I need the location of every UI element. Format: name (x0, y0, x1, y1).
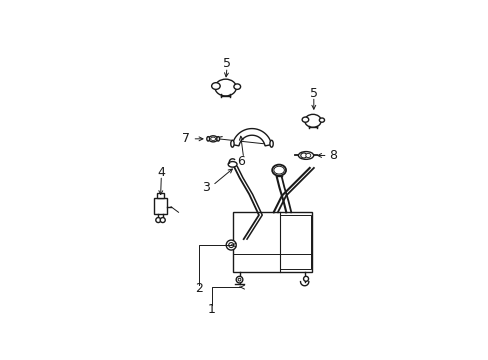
Ellipse shape (228, 162, 237, 167)
Text: 6: 6 (237, 154, 244, 167)
Ellipse shape (302, 117, 308, 122)
Ellipse shape (269, 140, 273, 147)
Ellipse shape (300, 153, 306, 158)
Polygon shape (232, 129, 271, 146)
Ellipse shape (206, 136, 209, 141)
Circle shape (226, 240, 236, 250)
Circle shape (160, 217, 165, 222)
Ellipse shape (230, 140, 234, 147)
Text: 5: 5 (223, 58, 230, 71)
Ellipse shape (319, 118, 324, 122)
Ellipse shape (216, 136, 219, 141)
Ellipse shape (233, 84, 240, 89)
Bar (280, 215, 310, 269)
Circle shape (303, 276, 308, 281)
Text: 5: 5 (309, 87, 317, 100)
Text: 4: 4 (157, 166, 165, 179)
Ellipse shape (215, 79, 236, 96)
Text: 8: 8 (328, 149, 336, 162)
Text: 2: 2 (195, 282, 203, 295)
Text: 7: 7 (182, 132, 190, 145)
Text: 3: 3 (202, 181, 210, 194)
Polygon shape (232, 212, 311, 272)
Circle shape (156, 217, 161, 222)
Ellipse shape (305, 153, 310, 158)
Ellipse shape (298, 152, 313, 159)
Ellipse shape (211, 83, 220, 89)
Text: 1: 1 (207, 303, 215, 316)
Bar (157, 193, 164, 198)
Ellipse shape (304, 114, 321, 127)
Ellipse shape (208, 136, 217, 142)
Circle shape (236, 276, 243, 283)
Ellipse shape (272, 165, 285, 176)
Bar (154, 198, 166, 214)
